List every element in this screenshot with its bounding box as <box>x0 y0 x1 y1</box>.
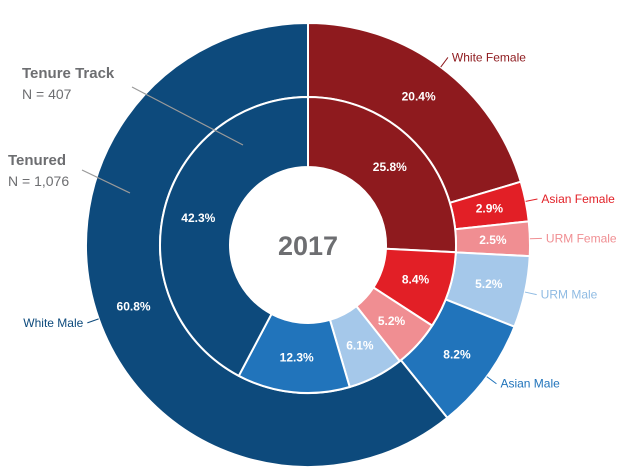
category-leader-white-female <box>440 57 449 68</box>
category-leader-asian-male <box>486 376 497 385</box>
inner-value-label-asian-male: 12.3% <box>280 350 314 364</box>
inner-value-label-urm-male: 6.1% <box>346 338 374 352</box>
center-year-label: 2017 <box>278 231 338 261</box>
tenured-title: Tenured <box>8 152 66 169</box>
outer-value-label-asian-male: 8.2% <box>443 348 471 362</box>
inner-value-label-urm-female: 5.2% <box>378 314 406 328</box>
inner-value-label-asian-female: 8.4% <box>402 273 430 287</box>
inner-value-label-white-male: 42.3% <box>181 211 215 225</box>
category-leader-asian-female <box>525 198 538 202</box>
tenure-track-title: Tenure Track <box>22 65 115 82</box>
outer-value-label-white-male: 60.8% <box>117 300 151 314</box>
tenured-n: N = 1,076 <box>8 173 69 189</box>
inner-slice-white-female <box>307 95 457 254</box>
outer-value-label-white-female: 20.4% <box>402 90 436 104</box>
tenure-track-n: N = 407 <box>22 86 72 102</box>
outer-value-label-urm-male: 5.2% <box>475 277 503 291</box>
donut-hole <box>230 167 386 323</box>
inner-value-label-white-female: 25.8% <box>373 160 407 174</box>
category-leader-white-male <box>87 318 99 324</box>
outer-value-label-urm-female: 2.5% <box>479 233 507 247</box>
category-label-asian-female: Asian Female <box>541 192 615 206</box>
category-label-asian-male: Asian Male <box>500 377 560 391</box>
category-label-urm-female: URM Female <box>546 231 617 245</box>
tenured-leader <box>81 169 131 194</box>
category-label-urm-male: URM Male <box>541 288 598 302</box>
category-label-white-female: White Female <box>452 50 526 64</box>
outer-value-label-asian-female: 2.9% <box>476 202 504 216</box>
category-leader-urm-male <box>524 291 537 296</box>
category-label-white-male: White Male <box>23 316 83 330</box>
tenure-track-leader <box>131 86 244 146</box>
